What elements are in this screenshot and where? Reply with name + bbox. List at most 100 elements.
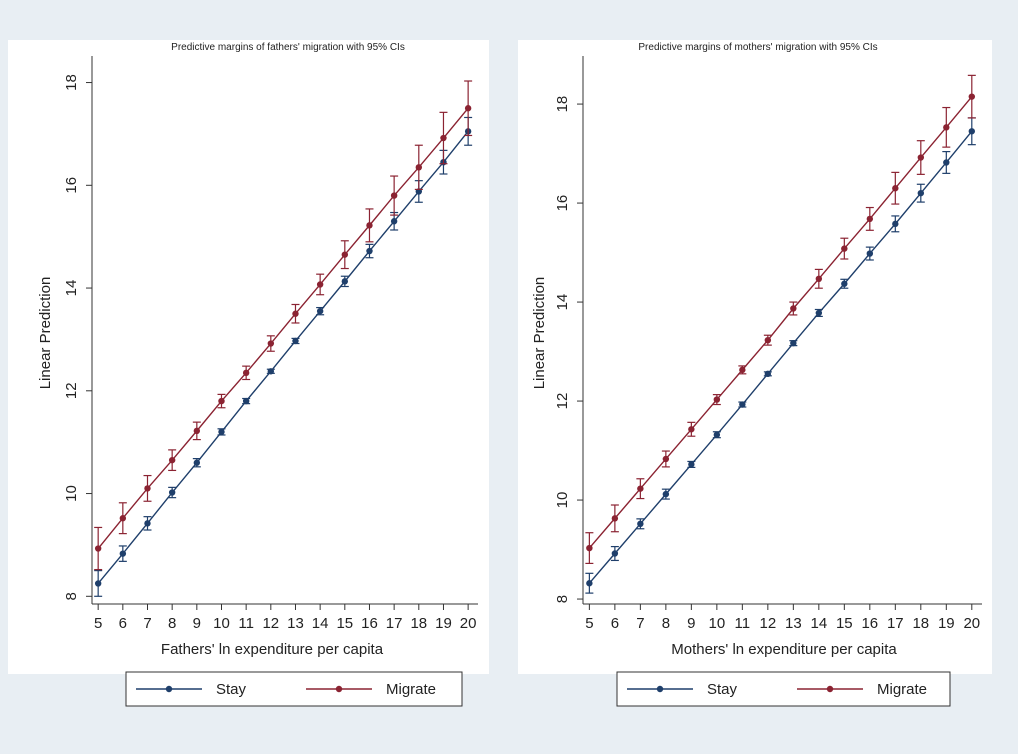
series-line [97, 130, 469, 584]
data-point [866, 215, 874, 223]
x-tick-label: 5 [94, 615, 102, 632]
data-point [943, 159, 950, 166]
panel-background [518, 40, 992, 674]
data-point [892, 220, 899, 228]
data-point [637, 485, 644, 492]
data-point [464, 105, 472, 112]
y-tick-label: 8 [63, 592, 80, 600]
data-point [739, 366, 746, 374]
x-tick-label: 19 [938, 615, 955, 632]
x-tick-label: 6 [611, 615, 619, 632]
y-tick-label: 14 [63, 280, 80, 297]
x-tick-label: 13 [785, 615, 802, 632]
series-stay [585, 117, 976, 594]
data-point [815, 275, 823, 282]
data-point [316, 281, 324, 288]
series-line [97, 107, 469, 549]
data-point [415, 164, 423, 171]
legend-swatch-marker [826, 685, 834, 693]
x-tick-label: 14 [810, 615, 827, 632]
y-tick-label: 12 [554, 393, 571, 410]
data-point [917, 154, 925, 161]
series-line [588, 130, 973, 584]
data-point [267, 368, 275, 375]
data-point [662, 455, 670, 463]
data-point [193, 459, 201, 466]
x-tick-label: 12 [262, 615, 279, 632]
data-point [688, 426, 695, 433]
x-tick-label: 20 [963, 615, 980, 632]
x-tick-label: 17 [887, 615, 904, 632]
x-tick-label: 15 [836, 615, 853, 632]
series-migrate [585, 74, 976, 565]
data-point [242, 397, 250, 405]
data-point [713, 431, 721, 438]
data-point [168, 489, 176, 496]
data-point [739, 401, 746, 408]
y-tick-label: 16 [63, 177, 80, 194]
data-point [764, 370, 772, 378]
legend-label: Migrate [877, 681, 927, 698]
panel-background [8, 40, 489, 674]
y-tick-label: 12 [63, 382, 80, 399]
x-tick-label: 11 [735, 615, 751, 632]
data-point [366, 222, 373, 229]
data-point [790, 305, 797, 312]
chart-title: Predictive margins of mothers' migration… [638, 42, 877, 53]
data-point [316, 307, 324, 315]
x-tick-label: 10 [213, 615, 230, 632]
data-point [611, 515, 619, 522]
data-point [341, 278, 349, 285]
x-tick-label: 19 [435, 615, 452, 632]
data-point [815, 309, 823, 317]
data-point [586, 544, 593, 552]
data-point [341, 251, 349, 258]
data-point [892, 185, 899, 192]
x-tick-label: 9 [687, 615, 695, 632]
data-point [168, 456, 176, 464]
x-tick-label: 7 [143, 615, 151, 632]
y-axis-label: Linear Prediction [531, 277, 548, 390]
data-point [841, 280, 848, 287]
data-point [917, 189, 925, 197]
y-tick-label: 18 [63, 74, 80, 91]
data-point [218, 428, 225, 436]
x-tick-label: 14 [312, 615, 329, 632]
legend-label: Migrate [386, 681, 436, 698]
data-point [94, 545, 102, 552]
data-point [390, 192, 398, 199]
x-axis-label: Fathers' ln expenditure per capita [161, 641, 384, 658]
y-tick-label: 18 [554, 96, 571, 113]
data-point [366, 247, 373, 255]
x-tick-label: 13 [287, 615, 304, 632]
data-point [637, 520, 644, 528]
data-point [790, 339, 797, 347]
x-tick-label: 17 [386, 615, 403, 632]
data-point [94, 580, 102, 587]
x-axis-label: Mothers' ln expenditure per capita [671, 641, 897, 658]
data-point [119, 515, 127, 522]
y-tick-label: 16 [554, 195, 571, 212]
data-point [841, 245, 848, 252]
y-axis-label: Linear Prediction [37, 277, 54, 390]
data-point [144, 520, 151, 527]
series-migrate [94, 80, 473, 571]
legend-label: Stay [216, 681, 247, 698]
x-tick-label: 8 [168, 615, 176, 632]
x-tick-label: 16 [361, 615, 378, 632]
y-tick-label: 8 [554, 595, 571, 603]
x-tick-label: 9 [193, 615, 201, 632]
chart-panel-2: Predictive margins of mothers' migration… [518, 40, 992, 707]
data-point [292, 310, 299, 317]
data-point [586, 580, 593, 587]
data-point [242, 369, 250, 377]
data-point [611, 550, 619, 557]
data-point [713, 396, 721, 403]
x-tick-label: 7 [636, 615, 644, 632]
data-point [267, 340, 275, 347]
data-point [218, 397, 225, 405]
legend: Stay Migrate [125, 671, 463, 707]
data-point [662, 490, 670, 498]
